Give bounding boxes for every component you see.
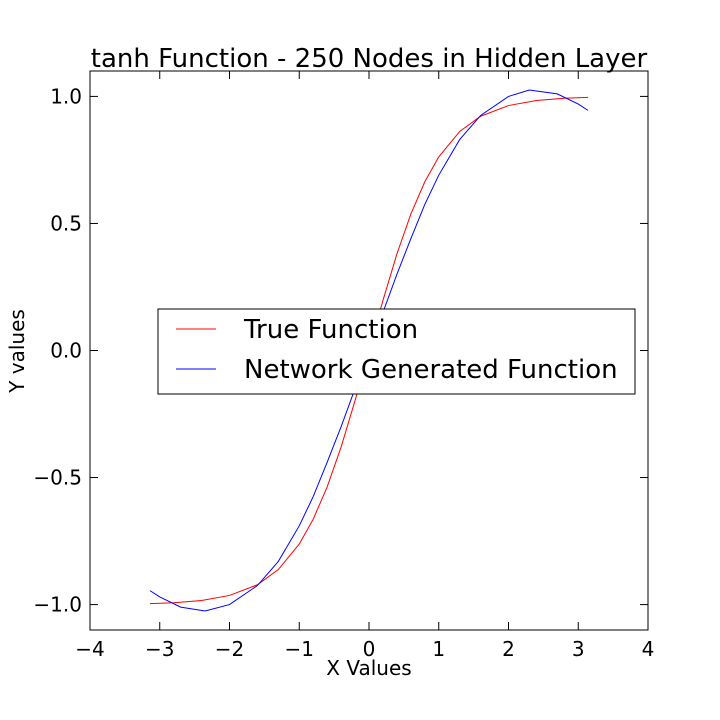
y-axis-label: Y values (5, 309, 29, 394)
x-tick-label: −2 (215, 637, 244, 661)
chart-title: tanh Function - 250 Nodes in Hidden Laye… (91, 44, 648, 74)
x-tick-label: −1 (285, 637, 314, 661)
y-tick-label: −0.5 (33, 466, 82, 490)
legend-label-true-function: True Function (243, 315, 418, 345)
x-tick-label: 3 (572, 637, 585, 661)
x-tick-label: 4 (642, 637, 655, 661)
y-tick-label: 1.0 (50, 84, 82, 108)
y-tick-label: 0.5 (50, 211, 82, 235)
x-tick-label: −3 (145, 637, 174, 661)
ticks-group: −4 −3 −2 −1 0 1 2 3 4 −1.0 −0.5 0.0 0.5 1.0 (33, 71, 654, 661)
legend-label-network-generated-function: Network Generated Function (244, 355, 618, 385)
legend-box (157, 308, 636, 395)
x-axis-label: X Values (326, 656, 411, 680)
y-tick-label: 0.0 (50, 339, 82, 363)
legend: True Function Network Generated Function (157, 308, 636, 395)
x-tick-label: 2 (502, 637, 515, 661)
x-tick-label: 0 (363, 637, 376, 661)
x-tick-label: 1 (432, 637, 445, 661)
x-tick-label: −4 (75, 637, 104, 661)
y-tick-label: −1.0 (33, 593, 82, 617)
